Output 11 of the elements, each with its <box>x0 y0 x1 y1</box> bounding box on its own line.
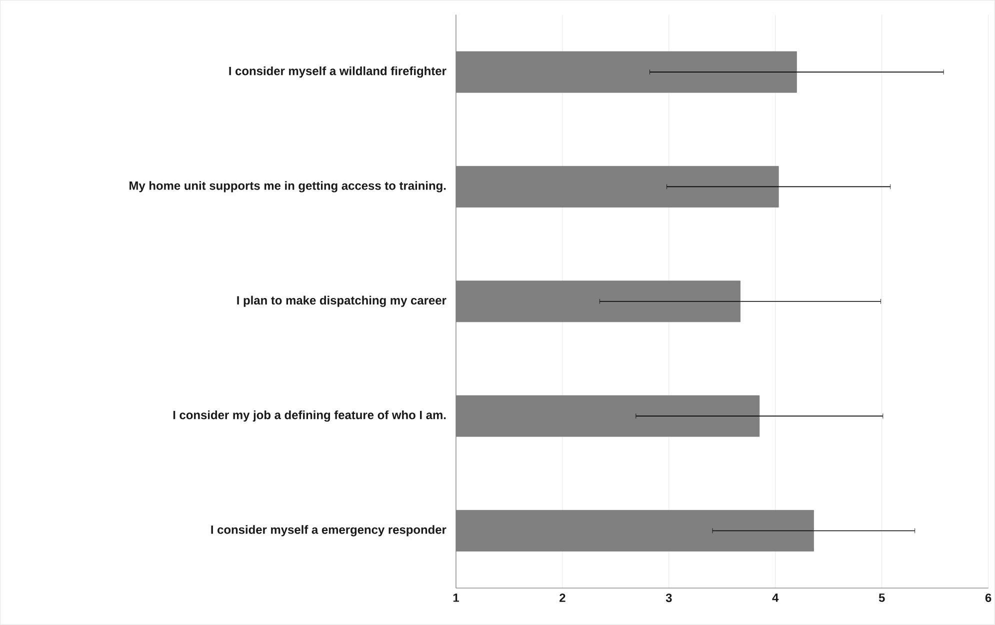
y-tick-label: I consider myself a wildland firefighter <box>229 66 446 78</box>
x-tick-label: 6 <box>985 594 992 602</box>
x-tick-label: 3 <box>666 594 672 602</box>
x-tick-label: 4 <box>772 594 779 602</box>
y-tick-label: I plan to make dispatching my career <box>237 296 446 308</box>
x-tick-label: 2 <box>560 594 566 602</box>
y-tick-label: I consider myself a emergency responder <box>211 525 446 536</box>
x-tick-label: 5 <box>878 594 885 602</box>
y-tick-label: I consider my job a defining feature of who I am. <box>173 410 446 422</box>
x-tick-label: 1 <box>453 594 459 602</box>
y-tick-label: My home unit supports me in getting access to training. <box>130 181 446 192</box>
